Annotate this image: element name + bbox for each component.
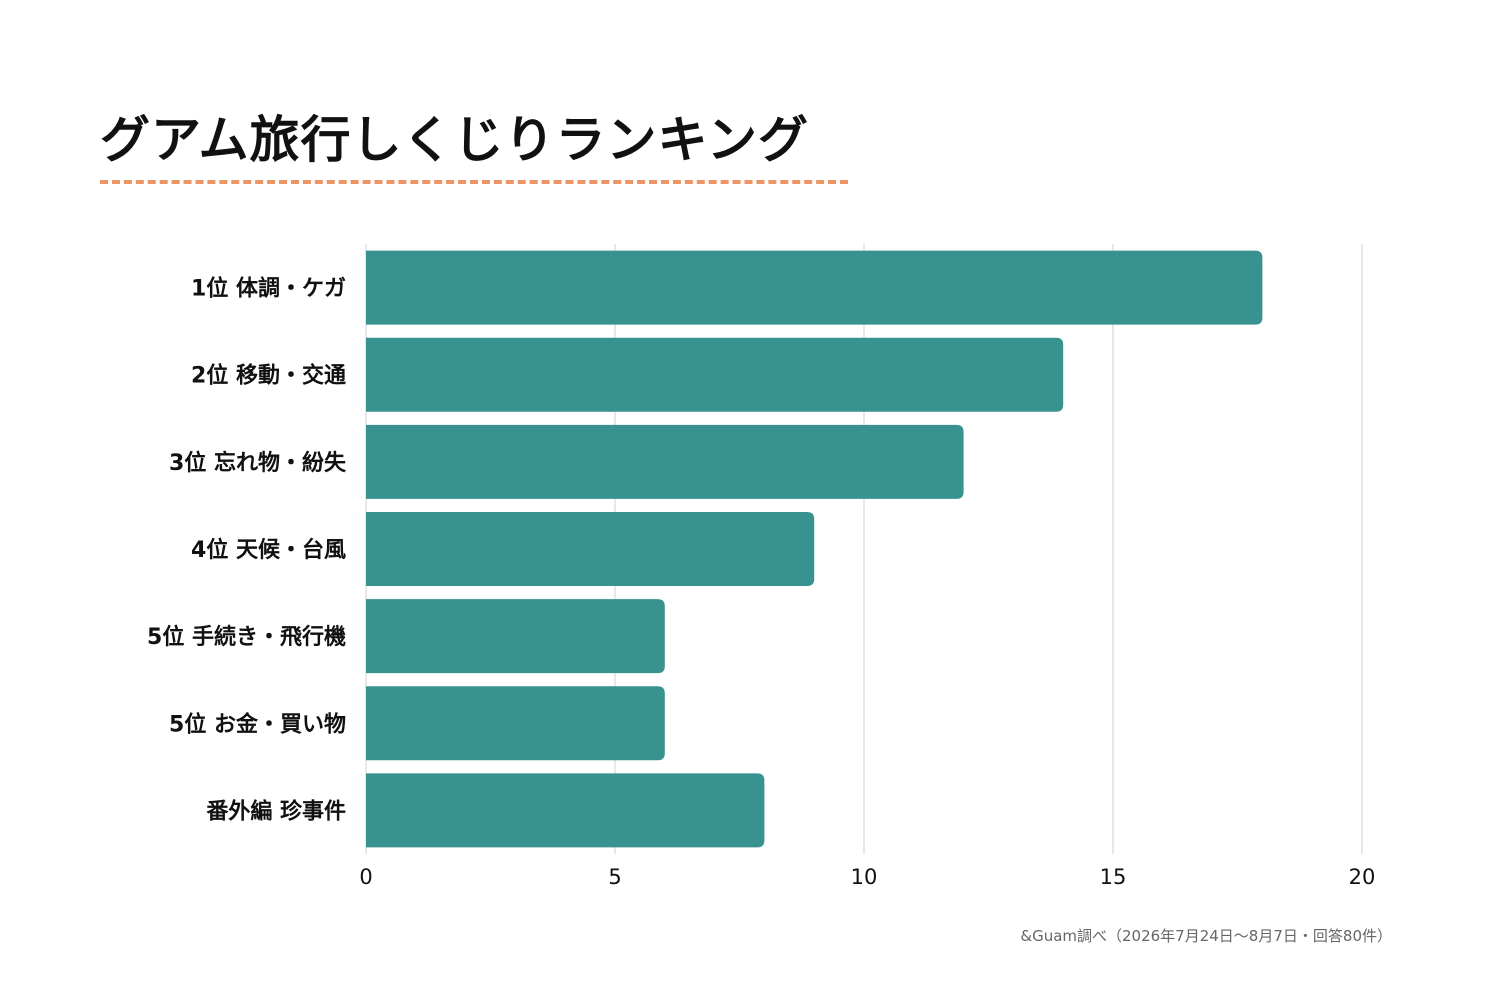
x-tick-label: 20 — [1349, 865, 1376, 889]
x-tick-label: 10 — [851, 865, 878, 889]
bar — [366, 686, 665, 761]
category-label: 3位 忘れ物・紛失 — [169, 450, 347, 476]
category-label: 2位 移動・交通 — [191, 363, 346, 389]
source-note: &Guam調べ（2026年7月24日～8月7日・回答80件） — [1020, 927, 1392, 945]
bar — [366, 337, 1064, 412]
category-label: 4位 天候・台風 — [191, 537, 346, 563]
category-label: 1位 体調・ケガ — [191, 276, 346, 302]
category-label: 5位 お金・買い物 — [169, 711, 346, 737]
category-label: 5位 手続き・飛行機 — [147, 624, 346, 650]
bars — [366, 250, 1263, 848]
category-labels: 1位 体調・ケガ 2位 移動・交通 3位 忘れ物・紛失 4位 天候・台風 5位 手続き・… — [147, 276, 347, 825]
bar — [366, 250, 1263, 325]
bar — [366, 773, 765, 848]
chart-title: グアム旅行しくじりランキング — [100, 111, 809, 169]
x-tick-label: 5 — [608, 865, 621, 889]
bar — [366, 512, 815, 586]
bar — [366, 424, 964, 499]
x-tick-label: 0 — [359, 865, 372, 889]
x-tick-labels: 0 5 10 15 20 — [359, 865, 1375, 889]
x-tick-label: 15 — [1100, 865, 1127, 889]
title-underline — [100, 180, 848, 184]
category-label: 番外編 珍事件 — [205, 798, 346, 824]
bar — [366, 599, 665, 674]
